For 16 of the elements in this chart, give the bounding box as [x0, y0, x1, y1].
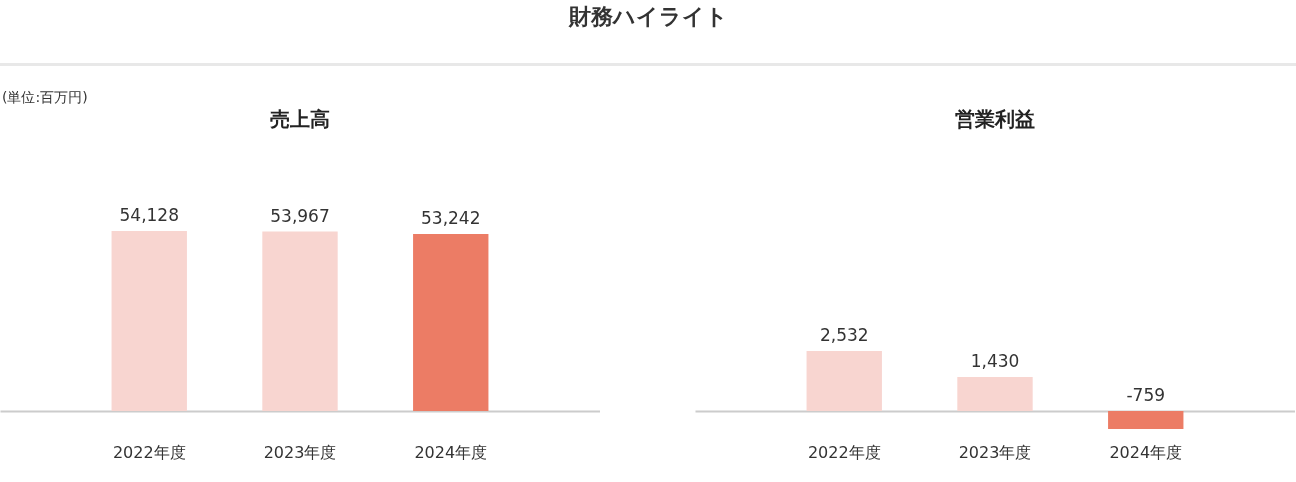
x-tick-label: 2024年度 [414, 442, 488, 462]
data-label: 53,242 [421, 207, 481, 228]
x-tick-label: 2023年度 [958, 442, 1032, 462]
x-tick-label: 2022年度 [112, 442, 186, 462]
data-label: 54,128 [119, 205, 179, 225]
text: (単位:百万円) [2, 88, 88, 107]
data-label: -759 [1126, 385, 1166, 406]
data-label: 53,967 [270, 205, 330, 226]
data-label: 1,430 [970, 351, 1020, 372]
x-tick-label: 2023年度 [263, 442, 337, 462]
x-tick-label: 2022年度 [807, 442, 881, 462]
x-tick-label: 2024年度 [1109, 442, 1183, 462]
text: 財務ハイライト [567, 3, 729, 31]
data-label: 2,532 [819, 325, 869, 345]
chart-title: 売上高 [270, 107, 330, 131]
chart-title: 営業利益 [955, 107, 1035, 131]
